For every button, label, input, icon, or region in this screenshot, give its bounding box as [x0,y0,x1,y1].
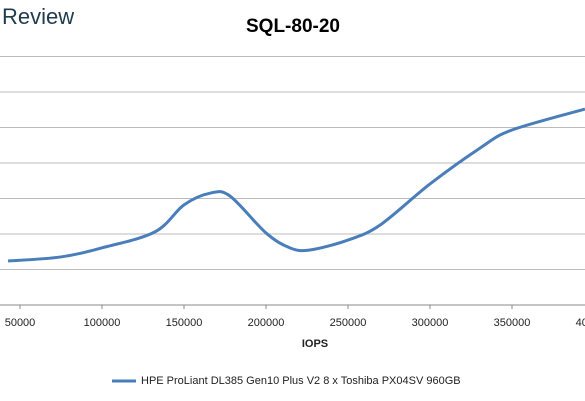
brand-logo: Review [2,4,74,29]
x-tick-label: 150000 [166,317,203,329]
x-tick-label: 50000 [5,317,36,329]
x-tick-label: 250000 [330,317,367,329]
x-tick-label: 350000 [494,317,531,329]
x-tick-label: 300000 [412,317,449,329]
x-tick-label: 100000 [84,317,121,329]
x-axis-label: IOPS [302,338,328,350]
x-tick-label: 400000 [576,317,585,329]
legend-label: HPE ProLiant DL385 Gen10 Plus V2 8 x Tos… [141,375,461,387]
data-line [7,107,585,263]
x-tick-label: 200000 [248,317,285,329]
chart-title: SQL-80-20 [246,16,340,37]
